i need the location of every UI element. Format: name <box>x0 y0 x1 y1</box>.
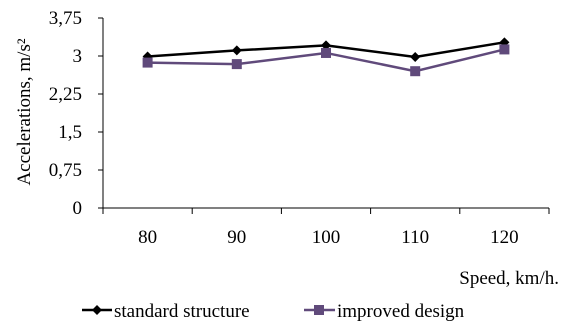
data-point-improved-design <box>499 44 510 55</box>
x-axis-title: Speed, km/h. <box>459 268 559 289</box>
x-tick-label: 100 <box>312 227 341 248</box>
data-point-improved-design <box>142 57 153 68</box>
legend-item-standard-structure: standard structure <box>82 301 250 322</box>
y-tick-label: 3 <box>73 46 83 67</box>
y-axis-title: Accelerations, m/s² <box>14 38 35 185</box>
legend-label-standard-structure: standard structure <box>114 301 250 322</box>
y-ticks: 0 0,75 1,5 2,25 3 3,75 <box>49 8 103 219</box>
data-point-improved-design <box>410 66 421 77</box>
legend-marker-standard-structure <box>92 305 102 315</box>
y-tick-label: 0 <box>73 198 83 219</box>
x-tick-label: 120 <box>490 227 519 248</box>
series-layer <box>142 37 510 77</box>
x-tick-label: 110 <box>401 227 429 248</box>
x-tick-label: 80 <box>138 227 157 248</box>
y-tick-label: 0,75 <box>49 160 82 181</box>
x-tick-label: 90 <box>227 227 246 248</box>
y-tick-label: 3,75 <box>49 8 82 29</box>
y-tick-label: 1,5 <box>58 122 82 143</box>
data-point-improved-design <box>231 59 242 70</box>
legend-item-improved-design: improved design <box>304 301 465 322</box>
x-ticks: 80 90 100 110 120 <box>102 208 550 248</box>
legend-label-improved-design: improved design <box>337 301 465 322</box>
legend: standard structure improved design <box>82 301 465 322</box>
data-point-standard-structure <box>321 40 331 51</box>
data-point-standard-structure <box>410 52 421 63</box>
data-point-improved-design <box>321 47 331 58</box>
y-tick-label: 2,25 <box>49 84 82 105</box>
data-point-standard-structure <box>231 45 242 56</box>
axes <box>102 18 549 209</box>
legend-marker-improved-design <box>314 305 324 315</box>
